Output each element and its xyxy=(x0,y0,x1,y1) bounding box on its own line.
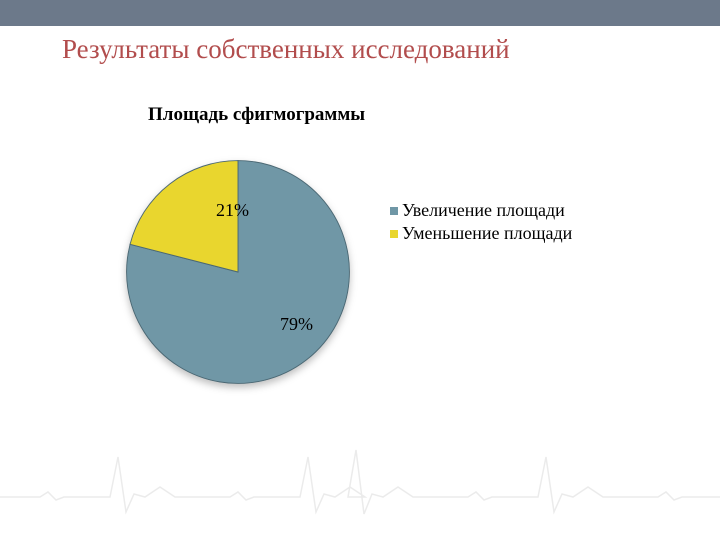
legend-swatch-1 xyxy=(390,230,398,238)
pie-svg xyxy=(108,142,368,402)
pct-label-1: 21% xyxy=(216,200,249,221)
legend-item-1: Уменьшение площади xyxy=(390,223,572,244)
pct-label-0: 79% xyxy=(280,314,313,335)
legend-item-0: Увеличение площади xyxy=(390,200,572,221)
legend: Увеличение площади Уменьшение площади xyxy=(390,200,572,246)
legend-swatch-0 xyxy=(390,207,398,215)
legend-label-0: Увеличение площади xyxy=(402,200,565,221)
top-bar xyxy=(0,0,720,26)
pie-chart: 79% 21% xyxy=(108,142,368,402)
legend-label-1: Уменьшение площади xyxy=(402,223,572,244)
slide-title: Результаты собственных исследований xyxy=(0,26,720,65)
ecg-decoration xyxy=(0,442,720,522)
chart-title: Площадь сфигмограммы xyxy=(148,104,365,126)
